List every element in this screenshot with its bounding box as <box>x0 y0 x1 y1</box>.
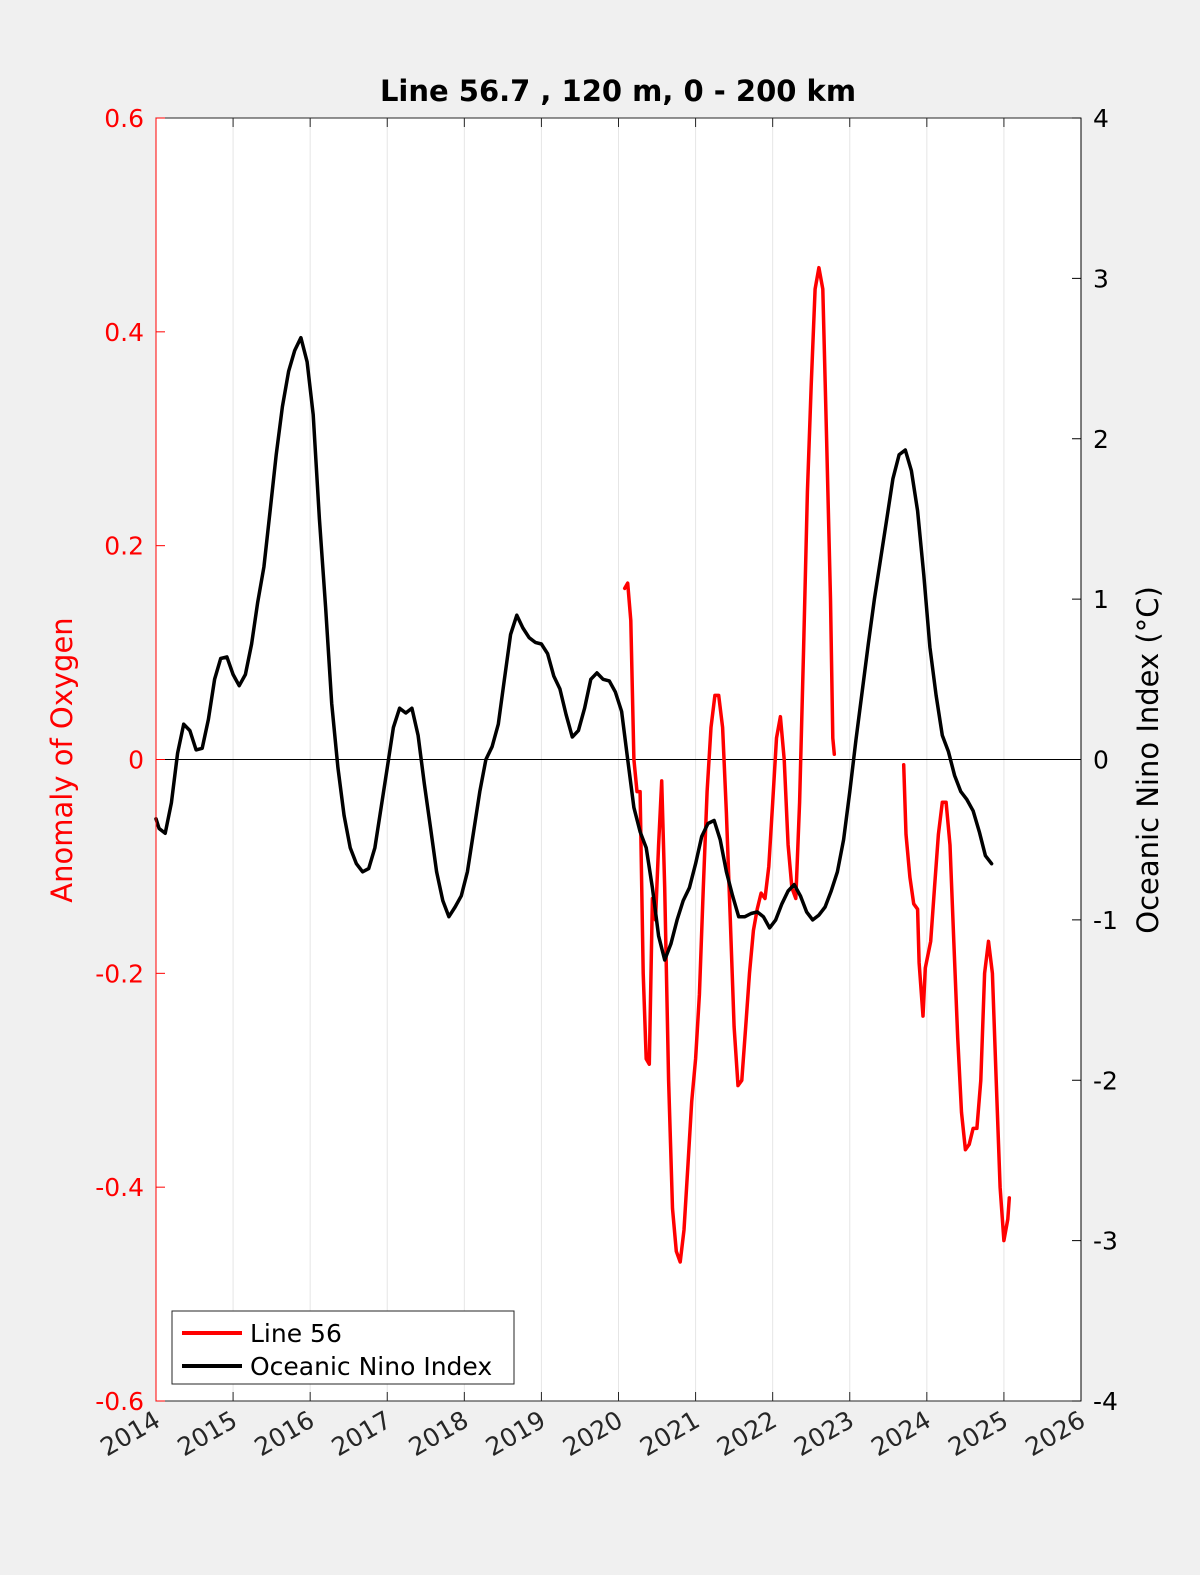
y-right-tick-label: -3 <box>1093 1227 1118 1256</box>
legend-oni-label: Oceanic Nino Index <box>250 1352 492 1381</box>
y-left-tick-label: 0 <box>128 746 144 775</box>
series-layer <box>154 265 1012 1264</box>
y-right-tick-label: 4 <box>1093 104 1109 133</box>
y-right-tick-label: -4 <box>1093 1387 1118 1416</box>
legend: Line 56 Oceanic Nino Index <box>171 1310 515 1385</box>
y-left-tick-label: -0.4 <box>95 1173 144 1202</box>
chart-title: Line 56.7 , 120 m, 0 - 200 km <box>380 74 856 108</box>
series-line-oceanic-nino-index-0 <box>154 335 994 962</box>
legend-line56-label: Line 56 <box>250 1319 342 1348</box>
y-right-tick-label: 0 <box>1093 746 1109 775</box>
y-left-tick-label: 0.2 <box>104 532 144 561</box>
y-right-tick-label: 2 <box>1093 425 1109 454</box>
series-line-line-56-1 <box>901 763 1012 1243</box>
y-axis-left-label: Anomaly of Oxygen <box>45 617 79 902</box>
y-right-tick-label: -1 <box>1093 906 1118 935</box>
y-left-tick-label: 0.6 <box>104 104 144 133</box>
y-left-tick-label: -0.6 <box>95 1387 144 1416</box>
y-right-tick-label: 3 <box>1093 264 1109 293</box>
y-left-tick-label: 0.4 <box>104 318 144 347</box>
legend-box <box>171 1310 515 1385</box>
y-right-tick-label: 1 <box>1093 585 1109 614</box>
y-axis-right-label: Oceanic Nino Index (°C) <box>1131 586 1165 934</box>
y-right-tick-label: -2 <box>1093 1066 1118 1095</box>
y-left-tick-label: -0.2 <box>95 959 144 988</box>
